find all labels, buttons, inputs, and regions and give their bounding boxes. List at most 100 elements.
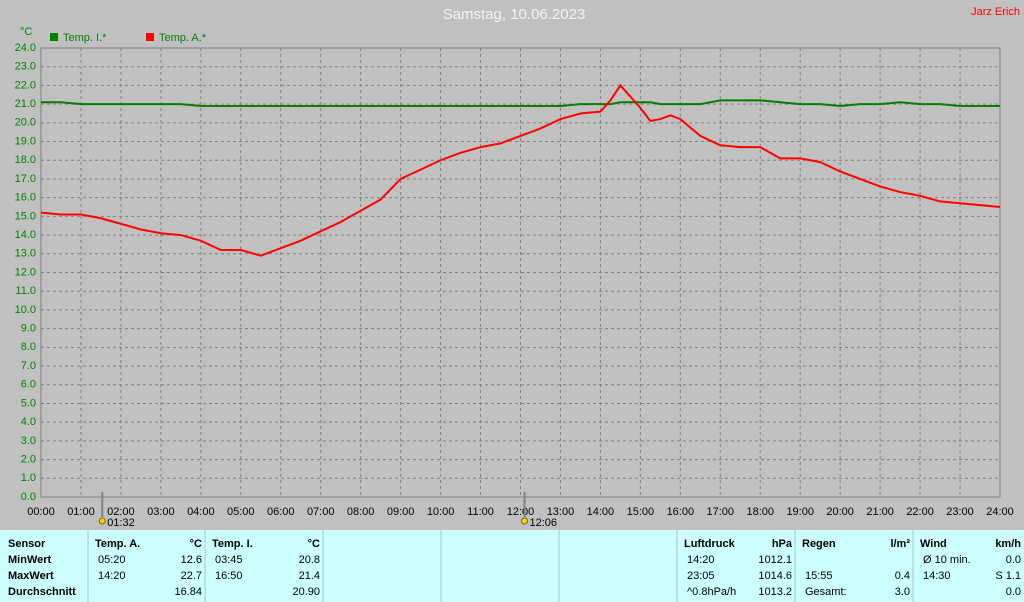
cell-label: 14:30	[923, 570, 951, 582]
x-tick-label: 23:00	[946, 506, 974, 518]
y-tick-label: 20.0	[15, 117, 36, 129]
y-tick-label: 17.0	[15, 173, 36, 185]
column-header: Wind	[920, 538, 947, 550]
cell-label: Gesamt:	[805, 586, 847, 598]
x-tick-label: 08:00	[347, 506, 375, 518]
cell-value: 1012.1	[758, 554, 792, 566]
y-tick-label: 24.0	[15, 42, 36, 54]
sun-icon	[520, 517, 528, 525]
cell-value: 16.84	[174, 586, 202, 598]
cell-value: 22.7	[181, 570, 202, 582]
y-axis-label: °C	[20, 26, 32, 38]
x-tick-label: 10:00	[427, 506, 455, 518]
table-background	[0, 530, 1024, 602]
x-tick-label: 12:00	[507, 506, 535, 518]
x-tick-label: 24:00	[986, 506, 1014, 518]
x-tick-label: 03:00	[147, 506, 175, 518]
cell-value: S 1.1	[995, 570, 1021, 582]
cell-label: Ø 10 min.	[923, 554, 971, 566]
cell-value: 21.4	[299, 570, 320, 582]
x-tick-label: 06:00	[267, 506, 295, 518]
y-tick-label: 14.0	[15, 229, 36, 241]
column-unit: °C	[308, 538, 320, 550]
sun-marker-label: 12:06	[529, 517, 557, 529]
y-tick-label: 11.0	[15, 285, 36, 297]
cell-label: 14:20	[687, 554, 715, 566]
cell-value: 1013.2	[758, 586, 792, 598]
column-unit: hPa	[772, 538, 793, 550]
x-tick-label: 18:00	[746, 506, 774, 518]
x-tick-label: 07:00	[307, 506, 335, 518]
x-tick-label: 02:00	[107, 506, 135, 518]
cell-value: 20.8	[299, 554, 320, 566]
sun-marker-label: 01:32	[107, 517, 135, 529]
x-tick-label: 00:00	[27, 506, 55, 518]
x-tick-label: 04:00	[187, 506, 215, 518]
y-tick-label: 15.0	[15, 210, 36, 222]
x-tick-label: 09:00	[387, 506, 415, 518]
cell-value: 0.0	[1006, 554, 1021, 566]
chart-title: Samstag, 10.06.2023	[443, 6, 586, 23]
x-tick-label: 19:00	[786, 506, 814, 518]
column-header: Temp. A.	[95, 538, 140, 550]
cell-label: 16:50	[215, 570, 243, 582]
y-tick-label: 0.0	[21, 491, 36, 503]
x-tick-label: 20:00	[826, 506, 854, 518]
y-tick-label: 4.0	[21, 416, 36, 428]
x-tick-label: 16:00	[667, 506, 695, 518]
cell-label: 03:45	[215, 554, 243, 566]
x-tick-label: 13:00	[547, 506, 575, 518]
cell-value: 0.0	[1006, 586, 1021, 598]
x-tick-label: 14:00	[587, 506, 615, 518]
y-tick-label: 2.0	[21, 453, 36, 465]
row-label: MinWert	[8, 554, 52, 566]
y-tick-label: 13.0	[15, 248, 36, 260]
y-tick-label: 12.0	[15, 266, 36, 278]
series-line	[40, 83, 1001, 257]
y-tick-label: 23.0	[15, 61, 36, 73]
y-tick-label: 6.0	[21, 379, 36, 391]
cell-value: 1014.6	[758, 570, 792, 582]
y-tick-label: 18.0	[15, 154, 36, 166]
y-tick-label: 1.0	[21, 472, 36, 484]
y-tick-label: 8.0	[21, 341, 36, 353]
legend-label: Temp. I.*	[63, 32, 107, 44]
cell-label: 15:55	[805, 570, 833, 582]
x-tick-label: 11:00	[467, 506, 494, 518]
column-unit: l/m²	[890, 538, 910, 550]
y-tick-label: 3.0	[21, 435, 36, 447]
cell-value: 12.6	[181, 554, 202, 566]
cell-label: 14:20	[98, 570, 126, 582]
column-header: Temp. I.	[212, 538, 253, 550]
x-tick-label: 22:00	[906, 506, 934, 518]
cell-value: 0.4	[895, 570, 910, 582]
legend-label: Temp. A.*	[159, 32, 207, 44]
column-unit: °C	[190, 538, 202, 550]
y-tick-label: 16.0	[15, 192, 36, 204]
sun-icon	[98, 517, 106, 525]
legend-swatch	[50, 33, 58, 41]
y-tick-label: 5.0	[21, 397, 36, 409]
legend-swatch	[146, 33, 154, 41]
x-tick-label: 01:00	[67, 506, 95, 518]
column-unit: km/h	[995, 538, 1021, 550]
row-label: MaxWert	[8, 570, 54, 582]
cell-label: ^0.8hPa/h	[687, 586, 736, 598]
cell-label: 23:05	[687, 570, 715, 582]
series-line	[41, 99, 1000, 108]
row-label: Durchschnitt	[8, 586, 76, 598]
y-tick-label: 19.0	[15, 135, 36, 147]
y-tick-label: 21.0	[15, 98, 36, 110]
x-tick-label: 21:00	[866, 506, 894, 518]
y-tick-label: 22.0	[15, 79, 36, 91]
cell-label: 05:20	[98, 554, 126, 566]
author: Jarz Erich	[971, 6, 1020, 18]
x-tick-label: 05:00	[227, 506, 255, 518]
cell-value: 3.0	[895, 586, 910, 598]
column-header: Luftdruck	[684, 538, 736, 550]
row-label: Sensor	[8, 538, 46, 550]
y-tick-label: 10.0	[15, 304, 36, 316]
y-tick-label: 9.0	[21, 323, 36, 335]
